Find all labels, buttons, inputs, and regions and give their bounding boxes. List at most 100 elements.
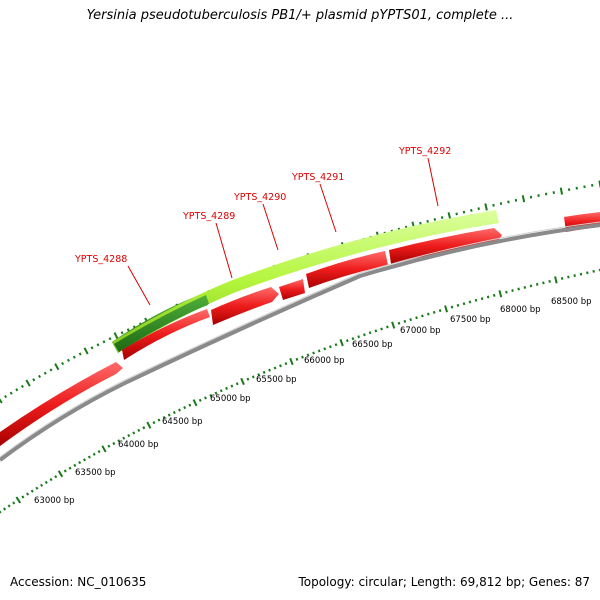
tick-mark bbox=[152, 421, 156, 425]
tick-mark bbox=[44, 480, 48, 484]
tick-mark bbox=[279, 364, 282, 368]
tick-mark bbox=[73, 463, 77, 467]
tick-mark bbox=[126, 328, 130, 332]
gene-leader-line bbox=[319, 183, 337, 233]
gene-label[interactable]: YPTS_4290 bbox=[233, 192, 286, 203]
accession-value: NC_010635 bbox=[77, 575, 147, 589]
tick-mark bbox=[40, 483, 44, 487]
tick-mark bbox=[514, 198, 518, 202]
tick-mark bbox=[61, 361, 65, 366]
length-label: Length: bbox=[410, 575, 457, 589]
ruler-label: 67000 bp bbox=[400, 326, 441, 336]
ruler-label: 66000 bp bbox=[304, 356, 345, 366]
gene-leader-line bbox=[127, 265, 151, 306]
tick-mark bbox=[90, 346, 94, 350]
gene-label[interactable]: YPTS_4288 bbox=[74, 254, 127, 265]
tick-mark bbox=[38, 374, 41, 379]
tick-mark bbox=[178, 408, 181, 412]
gene-label[interactable]: YPTS_4289 bbox=[182, 211, 235, 222]
topology-value: circular bbox=[358, 575, 403, 589]
tick-mark bbox=[529, 195, 533, 199]
tick-mark bbox=[162, 415, 166, 420]
tick-mark bbox=[554, 276, 558, 284]
tick-mark bbox=[54, 363, 60, 371]
tick-mark bbox=[432, 310, 436, 314]
tick-mark bbox=[273, 366, 277, 370]
tick-mark bbox=[35, 486, 39, 490]
tick-mark bbox=[505, 290, 508, 294]
tick-mark bbox=[486, 295, 490, 299]
tick-mark bbox=[397, 321, 401, 325]
tick-mark bbox=[57, 470, 64, 478]
tick-mark bbox=[312, 351, 315, 355]
tick-mark bbox=[20, 384, 24, 388]
tick-mark bbox=[43, 371, 47, 375]
tick-mark bbox=[438, 309, 442, 313]
gene-label[interactable]: YPTS_4292 bbox=[398, 146, 451, 157]
tick-mark bbox=[492, 293, 496, 297]
tick-mark bbox=[386, 325, 389, 329]
tick-mark bbox=[120, 331, 124, 335]
tick-mark bbox=[214, 391, 218, 395]
tick-mark bbox=[523, 286, 527, 289]
tick-mark bbox=[112, 441, 116, 446]
genes-value: 87 bbox=[574, 575, 590, 589]
tick-mark bbox=[447, 212, 452, 220]
tick-mark bbox=[480, 297, 484, 301]
tick-mark bbox=[306, 353, 310, 357]
tick-mark bbox=[262, 370, 266, 374]
tick-mark bbox=[209, 393, 213, 398]
gene-label[interactable]: YPTS_4291 bbox=[291, 172, 344, 183]
tick-mark bbox=[521, 195, 526, 203]
tick-mark bbox=[295, 357, 299, 361]
tick-mark bbox=[107, 444, 111, 448]
topology-label: Topology: bbox=[298, 575, 355, 589]
tick-mark bbox=[470, 208, 473, 212]
gene-reverse-2[interactable] bbox=[211, 287, 279, 325]
tick-mark bbox=[517, 287, 520, 291]
tick-mark bbox=[403, 319, 407, 323]
gene-reverse-left[interactable] bbox=[0, 362, 123, 446]
ruler-label: 65000 bp bbox=[210, 394, 251, 404]
tick-mark bbox=[49, 477, 53, 482]
ruler-label: 63000 bp bbox=[34, 496, 75, 506]
tick-mark bbox=[4, 394, 8, 399]
tick-mark bbox=[26, 492, 30, 496]
tick-mark bbox=[456, 303, 460, 307]
tick-mark bbox=[132, 431, 136, 435]
tick-mark bbox=[240, 377, 245, 386]
tick-mark bbox=[25, 379, 31, 387]
tick-mark bbox=[419, 221, 422, 225]
tick-mark bbox=[535, 282, 539, 286]
tick-mark bbox=[137, 428, 141, 432]
tick-mark bbox=[198, 398, 202, 402]
ruler-label: 65500 bp bbox=[256, 375, 297, 385]
tick-mark bbox=[357, 335, 361, 339]
tick-mark bbox=[363, 333, 366, 337]
tick-mark bbox=[83, 347, 89, 355]
gene-reverse-3[interactable] bbox=[279, 279, 305, 300]
tick-mark bbox=[54, 475, 58, 479]
gene-leader-line bbox=[215, 222, 233, 279]
gene-reverse-5[interactable] bbox=[389, 228, 502, 264]
tick-mark bbox=[246, 377, 250, 381]
gene-forward-shade bbox=[114, 295, 209, 352]
ruler-label: 64000 bp bbox=[118, 440, 159, 450]
tick-mark bbox=[63, 469, 67, 473]
gene-forward-main[interactable] bbox=[112, 210, 499, 353]
tick-mark bbox=[529, 284, 533, 288]
inner-tick-ring bbox=[0, 268, 600, 514]
tick-mark bbox=[0, 398, 3, 404]
tick-mark bbox=[345, 339, 349, 343]
tick-mark bbox=[351, 337, 355, 341]
tick-mark bbox=[492, 203, 495, 207]
tick-mark bbox=[391, 321, 396, 329]
tick-mark bbox=[592, 269, 595, 273]
plasmid-backbone bbox=[0, 223, 600, 462]
gene-reverse-4[interactable] bbox=[306, 251, 388, 288]
gene-reverse-1[interactable] bbox=[122, 309, 210, 360]
tick-mark bbox=[68, 466, 72, 470]
tick-mark bbox=[188, 403, 192, 407]
tick-mark bbox=[92, 452, 96, 456]
